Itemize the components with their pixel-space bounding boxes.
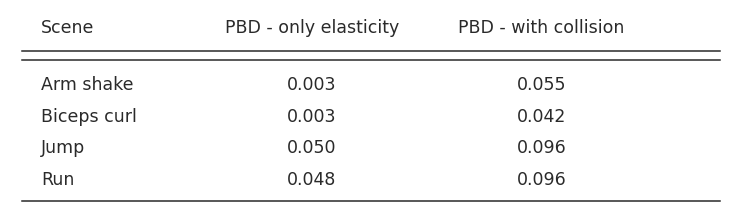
Text: Run: Run xyxy=(41,171,74,189)
Text: 0.055: 0.055 xyxy=(517,76,566,94)
Text: Biceps curl: Biceps curl xyxy=(41,108,137,126)
Text: 0.003: 0.003 xyxy=(287,76,336,94)
Text: PBD - only elasticity: PBD - only elasticity xyxy=(225,19,398,37)
Text: 0.050: 0.050 xyxy=(287,139,336,157)
Text: 0.003: 0.003 xyxy=(287,108,336,126)
Text: 0.042: 0.042 xyxy=(517,108,566,126)
Text: 0.048: 0.048 xyxy=(287,171,336,189)
Text: Jump: Jump xyxy=(41,139,85,157)
Text: 0.096: 0.096 xyxy=(516,171,567,189)
Text: Arm shake: Arm shake xyxy=(41,76,134,94)
Text: PBD - with collision: PBD - with collision xyxy=(459,19,625,37)
Text: Scene: Scene xyxy=(41,19,94,37)
Text: 0.096: 0.096 xyxy=(516,139,567,157)
